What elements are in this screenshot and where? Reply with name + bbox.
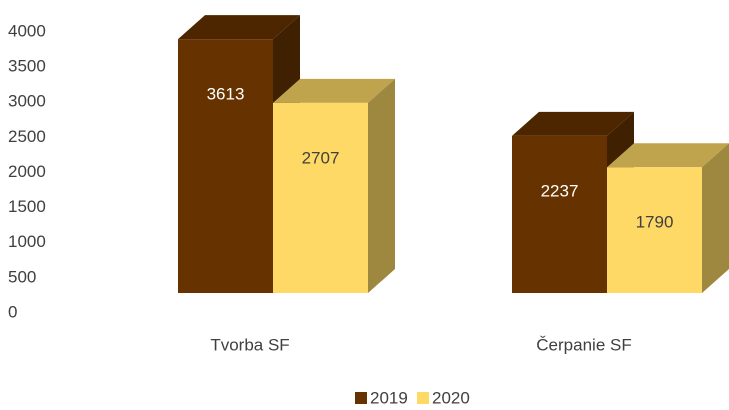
y-tick-label: 1500 — [8, 197, 46, 216]
value-label: 2237 — [541, 181, 579, 200]
bar-front — [607, 167, 702, 293]
y-tick-label: 0 — [8, 302, 17, 321]
y-tick-label: 500 — [8, 267, 36, 286]
bar-top — [273, 78, 395, 103]
bar-top — [178, 15, 300, 40]
value-label: 2707 — [302, 148, 340, 167]
bar-top — [607, 143, 729, 168]
bar-top — [512, 111, 634, 136]
value-label: 3613 — [207, 85, 245, 104]
y-tick-label: 4000 — [8, 21, 46, 40]
bar-side — [368, 78, 395, 293]
y-tick-label: 2500 — [8, 127, 46, 146]
bar-side — [702, 143, 729, 293]
legend-swatch — [417, 392, 429, 404]
y-tick-label: 2000 — [8, 162, 46, 181]
bar — [273, 78, 395, 293]
bar-front — [273, 102, 368, 293]
legend-label: 2020 — [432, 388, 470, 407]
y-tick-label: 3000 — [8, 92, 46, 111]
y-tick-label: 3500 — [8, 57, 46, 76]
bar — [607, 143, 729, 293]
x-tick-label: Čerpanie SF — [536, 335, 631, 354]
y-tick-label: 1000 — [8, 232, 46, 251]
bar-front — [178, 39, 273, 293]
legend-swatch — [355, 392, 367, 404]
legend-label: 2019 — [370, 388, 408, 407]
bar-front — [512, 135, 607, 293]
x-tick-label: Tvorba SF — [210, 335, 289, 354]
value-label: 1790 — [636, 213, 674, 232]
